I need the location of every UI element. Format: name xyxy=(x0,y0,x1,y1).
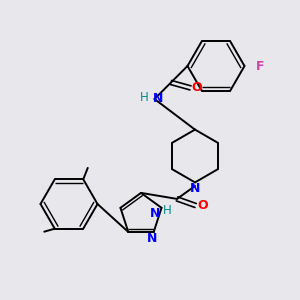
Text: N: N xyxy=(190,182,200,196)
Text: H: H xyxy=(140,91,149,104)
Text: H: H xyxy=(163,204,172,217)
Text: N: N xyxy=(153,92,164,106)
Text: N: N xyxy=(150,207,161,220)
Text: F: F xyxy=(256,59,264,73)
Text: O: O xyxy=(192,81,203,94)
Text: O: O xyxy=(197,199,208,212)
Text: N: N xyxy=(147,232,158,245)
